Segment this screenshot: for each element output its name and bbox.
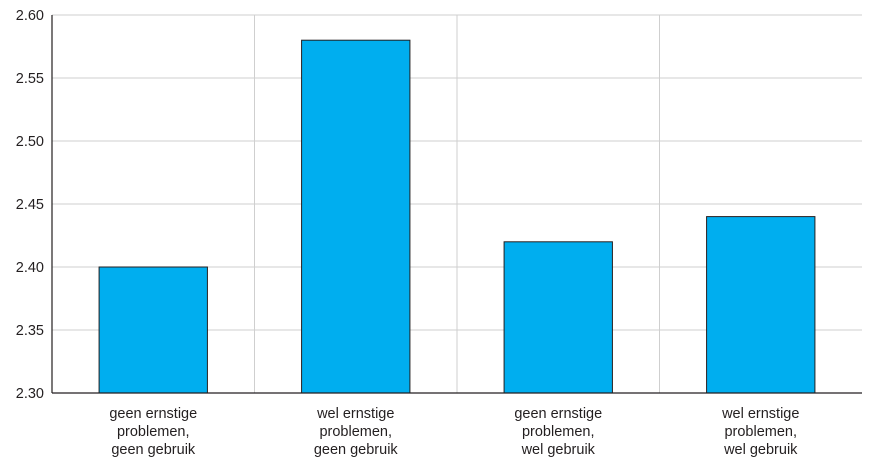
x-tick-label: geen ernstige problemen, wel gebruik bbox=[514, 406, 602, 458]
y-tick-label: 2.30 bbox=[16, 386, 44, 402]
x-tick-label: wel ernstige problemen, geen gebruik bbox=[314, 406, 399, 458]
x-tick-label-line: problemen, bbox=[319, 424, 392, 440]
axes bbox=[51, 15, 862, 394]
bars bbox=[98, 39, 816, 394]
y-tick-label: 2.55 bbox=[16, 71, 44, 87]
x-tick-label-line: wel ernstige bbox=[316, 406, 394, 422]
y-tick-label: 2.60 bbox=[16, 8, 44, 24]
x-tick-label: wel ernstige problemen, wel gebruik bbox=[721, 406, 799, 458]
bar bbox=[98, 266, 208, 394]
x-tick-label-line: geen ernstige bbox=[514, 406, 602, 422]
x-tick-label-line: geen gebruik bbox=[111, 442, 196, 458]
x-tick-label-line: problemen, bbox=[522, 424, 595, 440]
bar bbox=[503, 241, 613, 394]
x-tick-label-line: wel ernstige bbox=[721, 406, 799, 422]
x-tick-label: geen ernstige problemen, geen gebruik bbox=[109, 406, 197, 458]
x-tick-label-line: geen ernstige bbox=[109, 406, 197, 422]
x-tick-label-line: problemen, bbox=[117, 424, 190, 440]
x-tick-label-line: geen gebruik bbox=[314, 442, 399, 458]
y-tick-label: 2.50 bbox=[16, 134, 44, 150]
y-tick-label: 2.35 bbox=[16, 323, 44, 339]
y-tick-labels: 2.30 2.35 2.40 2.45 2.50 2.55 2.60 bbox=[16, 8, 44, 402]
x-tick-label-line: problemen, bbox=[724, 424, 797, 440]
x-tick-label-line: wel gebruik bbox=[521, 442, 596, 458]
bar bbox=[706, 216, 816, 394]
bar bbox=[301, 39, 411, 394]
y-tick-label: 2.45 bbox=[16, 197, 44, 213]
y-tick-label: 2.40 bbox=[16, 260, 44, 276]
x-tick-label-line: wel gebruik bbox=[723, 442, 798, 458]
